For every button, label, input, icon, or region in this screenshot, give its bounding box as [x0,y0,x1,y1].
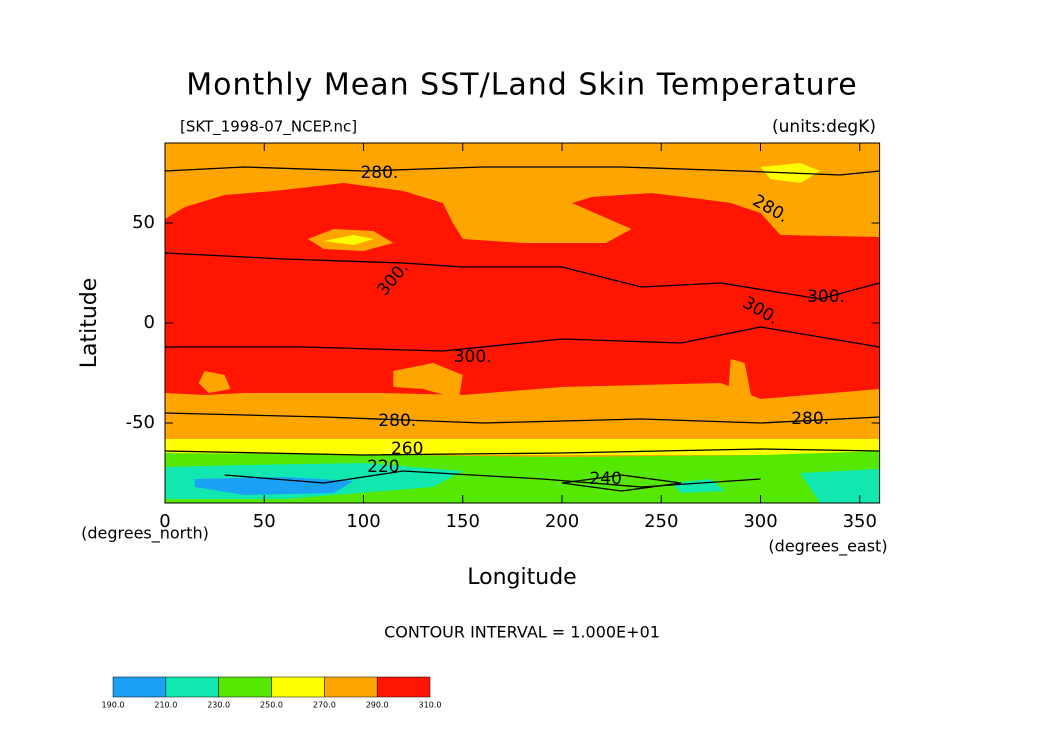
contour-fill [194,477,354,495]
y-tick-label: 0 [144,312,155,333]
colorbar-box [271,676,325,698]
colorbar-box [376,676,431,698]
x-tick-label: 250 [644,511,678,532]
x-axis-label: Longitude [467,565,576,590]
colorbar-label: 210.0 [154,701,177,710]
colorbar-box [218,676,272,698]
contour-fill [198,371,231,393]
colorbar-label: 230.0 [207,701,230,710]
colorbar-box [324,676,378,698]
contour-fill [726,359,753,433]
colorbar-box [112,676,167,698]
contour-fill [165,439,880,455]
x-tick-label: 150 [446,511,480,532]
colorbar-label: 190.0 [102,701,125,710]
map: 280.280.300. 300.300.300.280. 280.26022024… [164,142,881,504]
contour-label: 280. [791,409,829,429]
y-axis-label: Latitude [77,278,102,369]
colorbar-label: 310.0 [419,701,442,710]
subtitle-right: (units:degK) [772,117,876,137]
contour-fill [323,235,374,245]
contour-line [561,474,682,492]
contour-label: 280. [378,411,416,431]
x-tick-label: 100 [346,511,380,532]
x-tick-label: 0 [159,511,170,532]
contour-fill [393,363,463,399]
fills: 280.280.300. 300.300.300.280. 280.26022024… [165,143,880,503]
x-tick-label: 50 [253,511,276,532]
y-units: (degrees_north) [81,524,209,544]
contour-label: 280. [360,163,398,183]
contour-label: 220 [367,457,399,477]
x-tick-label: 350 [843,511,877,532]
contour-label: 300. [807,287,845,307]
y-tick-label: -50 [126,412,155,433]
colorbar-label: 250.0 [260,701,283,710]
colorbar-label: 290.0 [366,701,389,710]
contour-line [165,448,880,456]
contour-interval: CONTOUR INTERVAL = 1.000E+01 [384,623,660,642]
contour-label: 260 [391,439,423,459]
y-tick-label: 50 [132,212,155,233]
contour-label: 300. [454,347,492,367]
contour-line [165,166,880,176]
chart-title: Monthly Mean SST/Land Skin Temperature [186,68,857,103]
contour-line [165,252,880,300]
contour-fill [800,469,880,503]
subtitle-left: [SKT_1998-07_NCEP.nc] [180,118,357,137]
x-units: (degrees_east) [768,537,887,557]
x-tick-label: 300 [743,511,777,532]
contour-line [165,412,880,424]
colorbar-box [165,676,219,698]
colorbar-label: 270.0 [313,701,336,710]
contour-label: 240 [589,469,621,489]
x-tick-label: 200 [545,511,579,532]
contour-line [165,326,880,352]
